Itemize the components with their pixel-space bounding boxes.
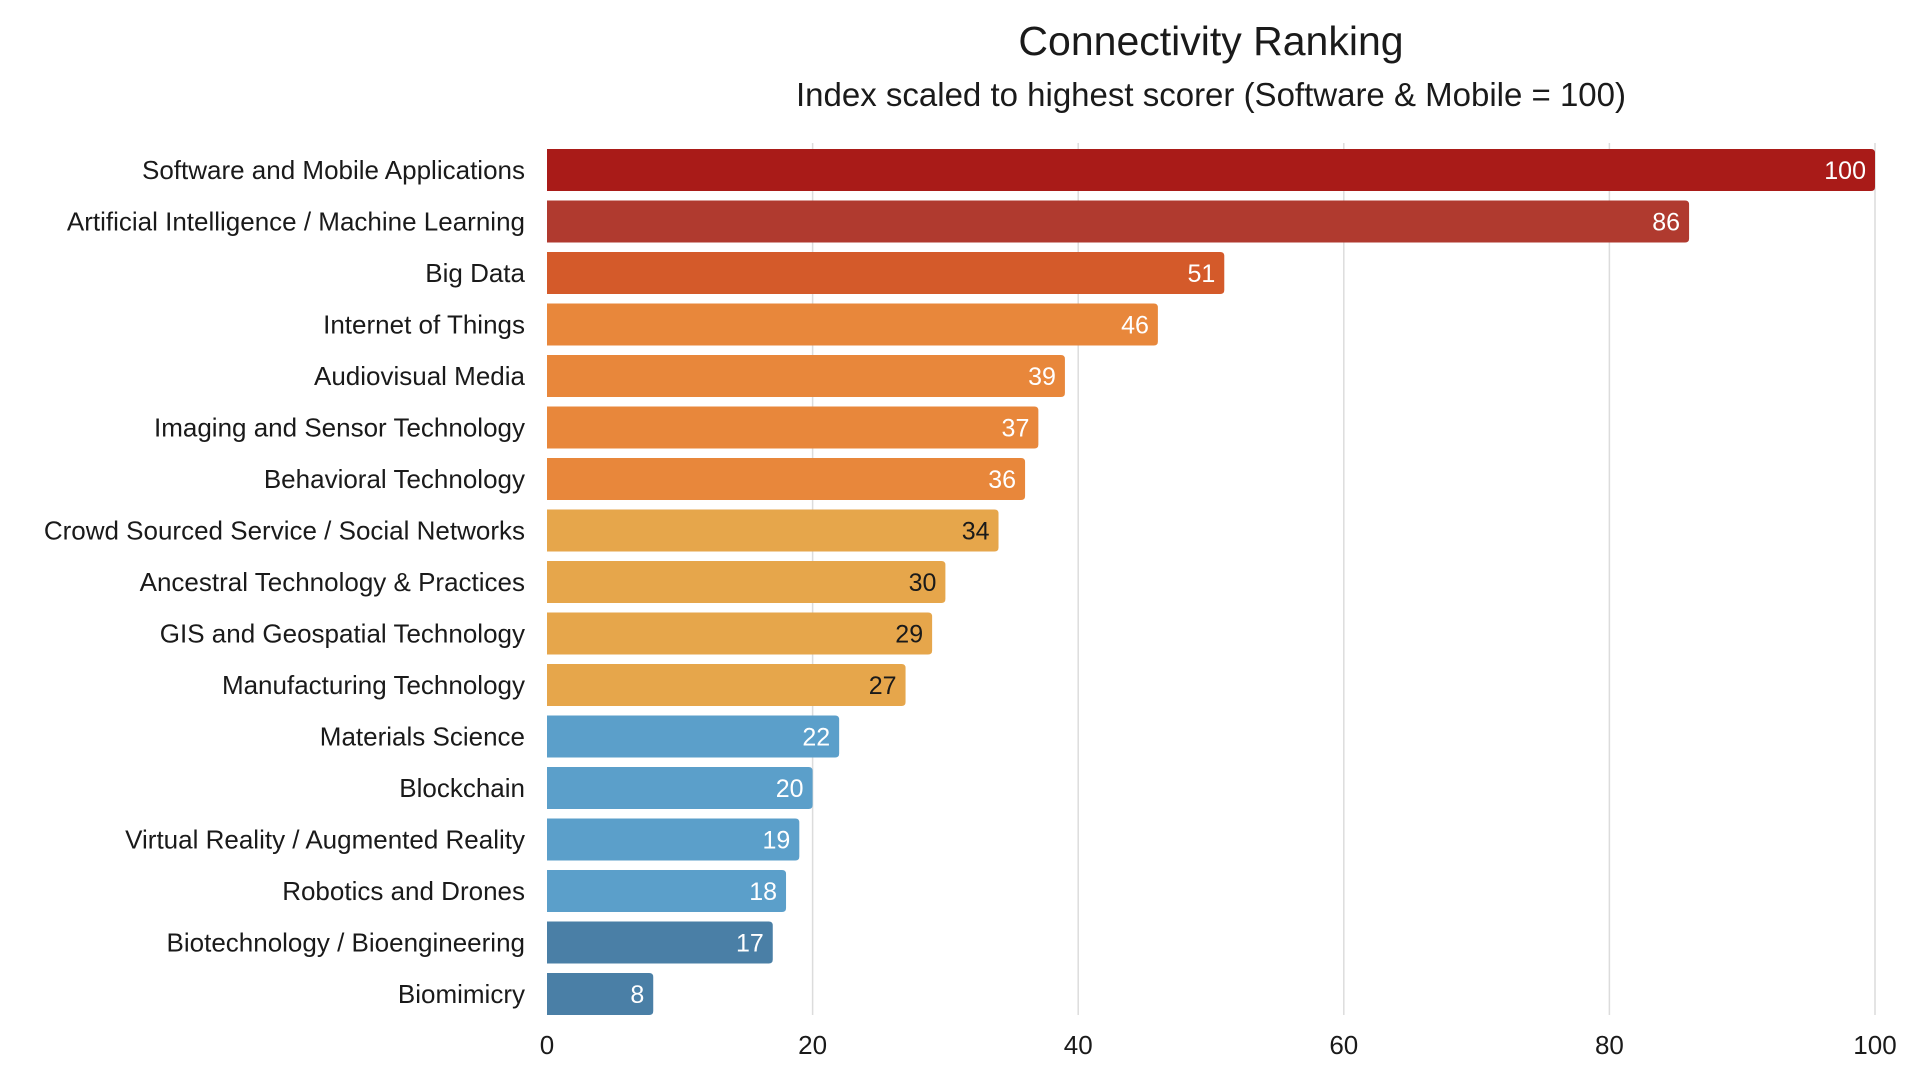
category-label: Biotechnology / Bioengineering xyxy=(167,928,525,958)
category-label: Software and Mobile Applications xyxy=(142,155,525,185)
x-tick-label: 80 xyxy=(1595,1030,1624,1060)
bar xyxy=(547,149,1875,191)
bar xyxy=(547,458,1026,500)
data-label: 30 xyxy=(909,569,937,597)
category-label: Robotics and Drones xyxy=(282,876,525,906)
data-label: 37 xyxy=(1002,415,1030,443)
bar xyxy=(547,973,654,1015)
category-label: Crowd Sourced Service / Social Networks xyxy=(44,516,525,546)
bar xyxy=(547,715,840,758)
bar xyxy=(547,818,800,861)
bar xyxy=(547,664,906,706)
bar xyxy=(547,561,946,603)
bar xyxy=(547,303,1158,346)
data-label: 19 xyxy=(763,827,791,855)
data-label: 51 xyxy=(1187,260,1215,288)
bar xyxy=(547,252,1225,294)
data-label: 8 xyxy=(630,981,644,1009)
category-label: Ancestral Technology & Practices xyxy=(140,567,525,597)
category-label: GIS and Geospatial Technology xyxy=(160,619,525,649)
category-label: Blockchain xyxy=(399,773,525,803)
x-tick-label: 0 xyxy=(540,1030,554,1060)
x-tick-label: 40 xyxy=(1064,1030,1093,1060)
category-label: Biomimicry xyxy=(398,979,525,1009)
data-label: 39 xyxy=(1028,363,1056,391)
category-label: Internet of Things xyxy=(323,310,525,340)
bar xyxy=(547,612,933,655)
category-label: Audiovisual Media xyxy=(314,361,526,391)
data-label: 17 xyxy=(736,930,764,958)
bar xyxy=(547,355,1065,397)
bar xyxy=(547,509,999,552)
category-label: Imaging and Sensor Technology xyxy=(154,413,525,443)
category-label: Virtual Reality / Augmented Reality xyxy=(125,825,525,855)
data-label: 20 xyxy=(776,775,804,803)
bar xyxy=(547,870,787,912)
data-label: 18 xyxy=(749,878,777,906)
x-tick-label: 20 xyxy=(798,1030,827,1060)
data-label: 46 xyxy=(1121,312,1149,340)
data-label: 22 xyxy=(802,724,830,752)
data-label: 86 xyxy=(1652,209,1680,237)
chart-title: Connectivity Ranking xyxy=(1018,18,1404,64)
x-tick-label: 100 xyxy=(1853,1030,1896,1060)
category-label: Big Data xyxy=(425,258,525,288)
data-label: 29 xyxy=(895,621,923,649)
data-label: 36 xyxy=(988,466,1016,494)
chart-subtitle: Index scaled to highest scorer (Software… xyxy=(795,76,1626,113)
category-label: Materials Science xyxy=(320,722,525,752)
category-label: Manufacturing Technology xyxy=(222,670,525,700)
bar xyxy=(547,200,1690,243)
data-label: 34 xyxy=(962,518,990,546)
data-label: 27 xyxy=(869,672,897,700)
data-label: 100 xyxy=(1824,157,1866,185)
bar xyxy=(547,406,1039,449)
x-tick-label: 60 xyxy=(1329,1030,1358,1060)
category-label: Artificial Intelligence / Machine Learni… xyxy=(67,207,525,237)
bar xyxy=(547,921,773,964)
bar xyxy=(547,767,813,809)
category-label: Behavioral Technology xyxy=(264,464,525,494)
